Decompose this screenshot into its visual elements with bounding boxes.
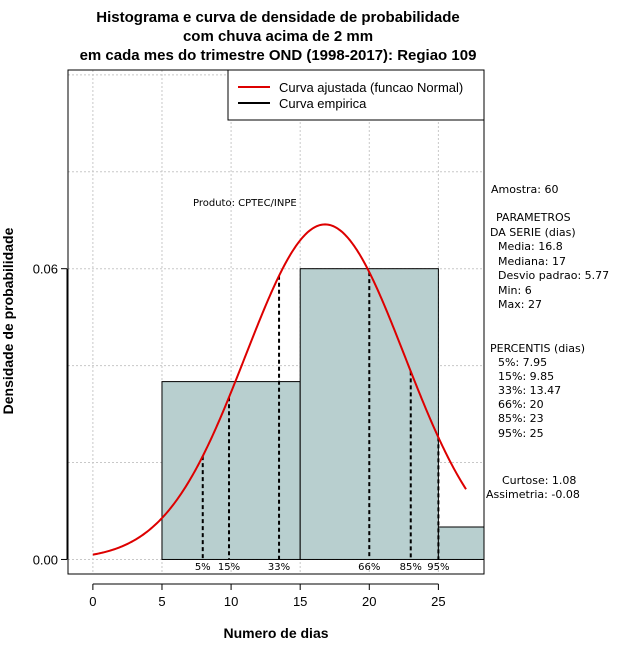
percentile-label-0: 5%	[195, 562, 211, 573]
legend-label-empirical: Curva empirica	[279, 96, 367, 111]
percentile-33: 33%: 13.47	[498, 384, 561, 397]
skewness: Assimetria: -0.08	[486, 488, 580, 501]
percentile-66: 66%: 20	[498, 398, 544, 411]
y-axis-label: Densidade de probabilidade	[0, 227, 16, 414]
histogram-bar-2	[437, 526, 485, 560]
chart-title-line-1: Histograma e curva de densidade de proba…	[96, 9, 459, 26]
sample-size: Amostra: 60	[491, 183, 558, 196]
percentile-95: 95%: 25	[498, 427, 544, 440]
percentile-label-1: 15%	[218, 562, 240, 573]
percentile-lines: 5% 15% 33% 66% 85% 95%	[195, 272, 450, 573]
percentile-label-4: 85%	[400, 562, 422, 573]
y-tick-label-1: 0.06	[33, 262, 58, 277]
histogram-bar-0	[161, 381, 301, 560]
percentile-label-3: 66%	[358, 562, 380, 573]
y-tick-label-0: 0.00	[33, 552, 58, 567]
params-subheader: DA SERIE (dias)	[490, 226, 576, 239]
x-tick-label-0: 0	[89, 594, 96, 609]
kurtosis: Curtose: 1.08	[502, 474, 576, 487]
stat-max: Max: 27	[498, 298, 542, 311]
percentile-label-5: 95%	[427, 562, 449, 573]
chart-title-line-3: em cada mes do trimestre OND (1998-2017)…	[80, 47, 477, 64]
x-tick-label-1: 5	[158, 594, 165, 609]
chart-title-line-2: com chuva acima de 2 mm	[183, 28, 373, 45]
y-axis: 0.00 0.06	[33, 262, 68, 567]
percentiles-header: PERCENTIS (dias)	[490, 342, 585, 355]
x-tick-label-2: 10	[224, 594, 238, 609]
legend-box	[227, 69, 485, 121]
percentile-15: 15%: 9.85	[498, 370, 554, 383]
stat-median: Mediana: 17	[498, 255, 566, 268]
legend-label-normal: Curva ajustada (funcao Normal)	[279, 80, 463, 95]
percentile-5: 5%: 7.95	[498, 356, 547, 369]
params-header: PARAMETROS	[496, 211, 571, 224]
x-axis-label: Numero de dias	[223, 625, 328, 641]
legend: Curva ajustada (funcao Normal) Curva emp…	[227, 69, 485, 121]
percentile-85: 85%: 23	[498, 412, 544, 425]
x-tick-label-3: 15	[293, 594, 307, 609]
stat-mean: Media: 16.8	[498, 240, 563, 253]
x-axis: 0 5 10 15 20 25	[89, 583, 446, 609]
x-tick-label-4: 20	[362, 594, 376, 609]
percentile-label-2: 33%	[268, 562, 290, 573]
product-label: Produto: CPTEC/INPE	[193, 198, 297, 209]
stat-sd: Desvio padrao: 5.77	[498, 269, 609, 282]
histogram-bars	[161, 268, 485, 560]
x-tick-label-5: 25	[431, 594, 445, 609]
statistics-panel: Amostra: 60 PARAMETROS DA SERIE (dias) M…	[486, 183, 609, 501]
normal-curve-line	[92, 223, 467, 556]
stat-min: Min: 6	[498, 284, 532, 297]
